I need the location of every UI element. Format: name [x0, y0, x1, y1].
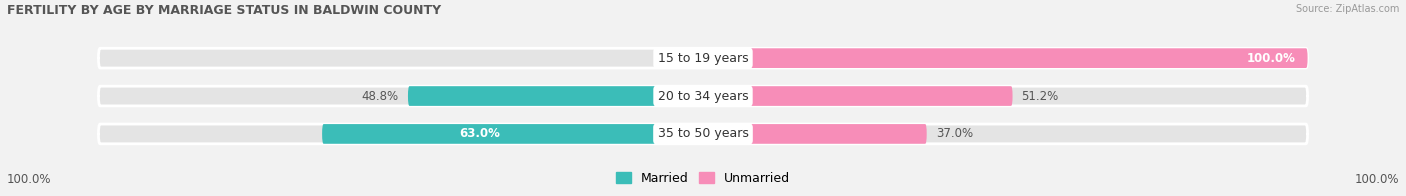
Text: 100.0%: 100.0% [7, 173, 52, 186]
FancyBboxPatch shape [98, 48, 1308, 68]
FancyBboxPatch shape [98, 86, 1308, 106]
Text: 63.0%: 63.0% [460, 127, 501, 140]
Text: 48.8%: 48.8% [361, 90, 399, 103]
FancyBboxPatch shape [703, 86, 1012, 106]
FancyBboxPatch shape [703, 124, 927, 144]
Text: FERTILITY BY AGE BY MARRIAGE STATUS IN BALDWIN COUNTY: FERTILITY BY AGE BY MARRIAGE STATUS IN B… [7, 4, 441, 17]
Text: 0.0%: 0.0% [661, 52, 690, 65]
Text: 51.2%: 51.2% [1022, 90, 1059, 103]
FancyBboxPatch shape [408, 86, 703, 106]
Text: 15 to 19 years: 15 to 19 years [658, 52, 748, 65]
FancyBboxPatch shape [98, 124, 1308, 144]
Text: 100.0%: 100.0% [1247, 52, 1295, 65]
Legend: Married, Unmarried: Married, Unmarried [612, 167, 794, 190]
FancyBboxPatch shape [322, 124, 703, 144]
Text: 37.0%: 37.0% [936, 127, 973, 140]
Text: 20 to 34 years: 20 to 34 years [658, 90, 748, 103]
Text: Source: ZipAtlas.com: Source: ZipAtlas.com [1295, 4, 1399, 14]
FancyBboxPatch shape [703, 48, 1308, 68]
Text: 100.0%: 100.0% [1354, 173, 1399, 186]
Text: 35 to 50 years: 35 to 50 years [658, 127, 748, 140]
